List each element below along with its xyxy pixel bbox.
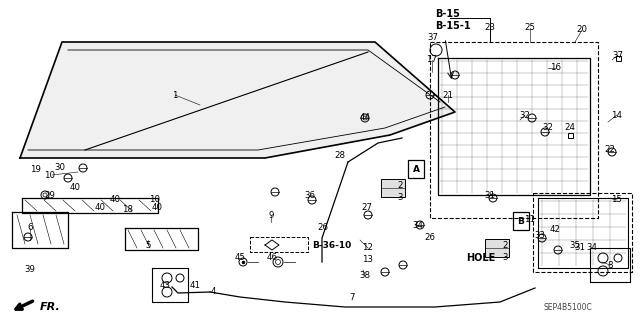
Bar [513, 212, 529, 230]
Text: 27: 27 [362, 204, 372, 212]
Text: 18: 18 [122, 205, 134, 214]
Text: SEP4B5100C: SEP4B5100C [543, 303, 593, 313]
Text: 26: 26 [317, 224, 328, 233]
Text: 24: 24 [564, 123, 575, 132]
Text: 14: 14 [611, 110, 623, 120]
Text: FR.: FR. [40, 302, 61, 312]
Text: B: B [518, 217, 524, 226]
Text: 45: 45 [234, 254, 246, 263]
Text: 25: 25 [525, 24, 536, 33]
Text: 9: 9 [268, 211, 274, 219]
Text: 34: 34 [413, 220, 424, 229]
Text: 31: 31 [575, 243, 586, 253]
Text: A: A [413, 165, 419, 174]
Text: 40: 40 [70, 183, 81, 192]
Text: 40: 40 [95, 204, 106, 212]
Text: 32: 32 [543, 123, 554, 132]
Text: 40: 40 [152, 204, 163, 212]
Text: 22: 22 [605, 145, 616, 154]
Text: 46: 46 [266, 254, 278, 263]
Bar [568, 132, 573, 137]
Text: 3: 3 [397, 194, 403, 203]
Text: 3: 3 [502, 254, 508, 263]
Text: 5: 5 [145, 241, 151, 249]
Text: 12: 12 [362, 243, 374, 253]
Text: 36: 36 [305, 190, 316, 199]
Text: 8: 8 [607, 261, 612, 270]
Polygon shape [20, 42, 455, 158]
Text: 16: 16 [550, 63, 561, 72]
Text: 30: 30 [54, 164, 65, 173]
Text: 43: 43 [159, 280, 170, 290]
Text: 32: 32 [520, 110, 531, 120]
Text: 29: 29 [45, 190, 56, 199]
Text: 2: 2 [502, 241, 508, 249]
Text: 13: 13 [362, 256, 374, 264]
Text: 20: 20 [577, 26, 588, 34]
Text: B-15-1: B-15-1 [435, 21, 470, 31]
Bar [616, 56, 621, 61]
Text: 4: 4 [211, 287, 216, 296]
Text: 10: 10 [150, 196, 161, 204]
Text: 28: 28 [335, 151, 346, 160]
Text: 31: 31 [484, 190, 495, 199]
Text: 2: 2 [397, 181, 403, 189]
Polygon shape [265, 240, 279, 250]
Text: 44: 44 [360, 114, 371, 122]
Text: B-15: B-15 [435, 9, 460, 19]
Bar [408, 160, 424, 178]
Text: B-36-10: B-36-10 [312, 241, 351, 249]
Text: HOLE: HOLE [466, 253, 495, 263]
Text: 37: 37 [612, 50, 623, 60]
Text: 42: 42 [550, 226, 561, 234]
Text: 35: 35 [570, 241, 580, 249]
Text: 33: 33 [534, 231, 545, 240]
Text: 1: 1 [172, 91, 178, 100]
Text: 39: 39 [24, 265, 35, 275]
Text: 26: 26 [424, 234, 435, 242]
Text: 37: 37 [428, 33, 438, 42]
Bar [485, 239, 509, 257]
Text: 19: 19 [29, 166, 40, 174]
Text: 15: 15 [611, 196, 623, 204]
Text: 38: 38 [360, 271, 371, 279]
Text: 41: 41 [189, 280, 200, 290]
Text: 17: 17 [426, 56, 438, 64]
Text: 6: 6 [28, 224, 33, 233]
Text: 21: 21 [442, 91, 454, 100]
Bar [381, 179, 405, 197]
Text: 40: 40 [109, 196, 120, 204]
Text: 11: 11 [525, 216, 536, 225]
Text: 23: 23 [484, 24, 495, 33]
Text: 34: 34 [586, 243, 598, 253]
Text: 10: 10 [45, 170, 56, 180]
Text: 7: 7 [349, 293, 355, 302]
